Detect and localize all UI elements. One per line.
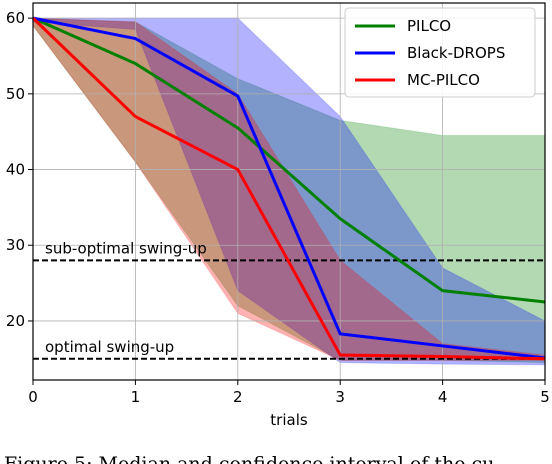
legend-label: PILCO (407, 17, 451, 35)
legend-box (344, 7, 536, 98)
x-tick-label: 5 (540, 388, 550, 406)
y-tick-label: 20 (6, 312, 25, 330)
y-tick-label: 30 (6, 236, 25, 254)
x-tick-label: 2 (233, 388, 243, 406)
legend-label: MC-PILCO (407, 71, 480, 89)
x-tick-label: 3 (335, 388, 345, 406)
plot-frame (32, 2, 546, 381)
x-tick-label: 0 (28, 388, 38, 406)
annotation: optimal swing-up (45, 338, 174, 356)
annotation: sub-optimal swing-up (45, 239, 207, 257)
x-tick-label: 4 (438, 388, 448, 406)
legend-label: Black-DROPS (407, 44, 505, 62)
x-axis-label: trials (270, 411, 308, 429)
y-tick-label: 40 (6, 161, 25, 179)
y-tick-label: 50 (6, 85, 25, 103)
series-line (32, 16, 546, 304)
series-line (31, 17, 546, 361)
y-tick-label: 60 (6, 9, 25, 27)
caption: Figure 5: Median and confidence interval… (4, 453, 494, 464)
series-line (32, 16, 546, 360)
x-tick-label: 1 (131, 388, 141, 406)
